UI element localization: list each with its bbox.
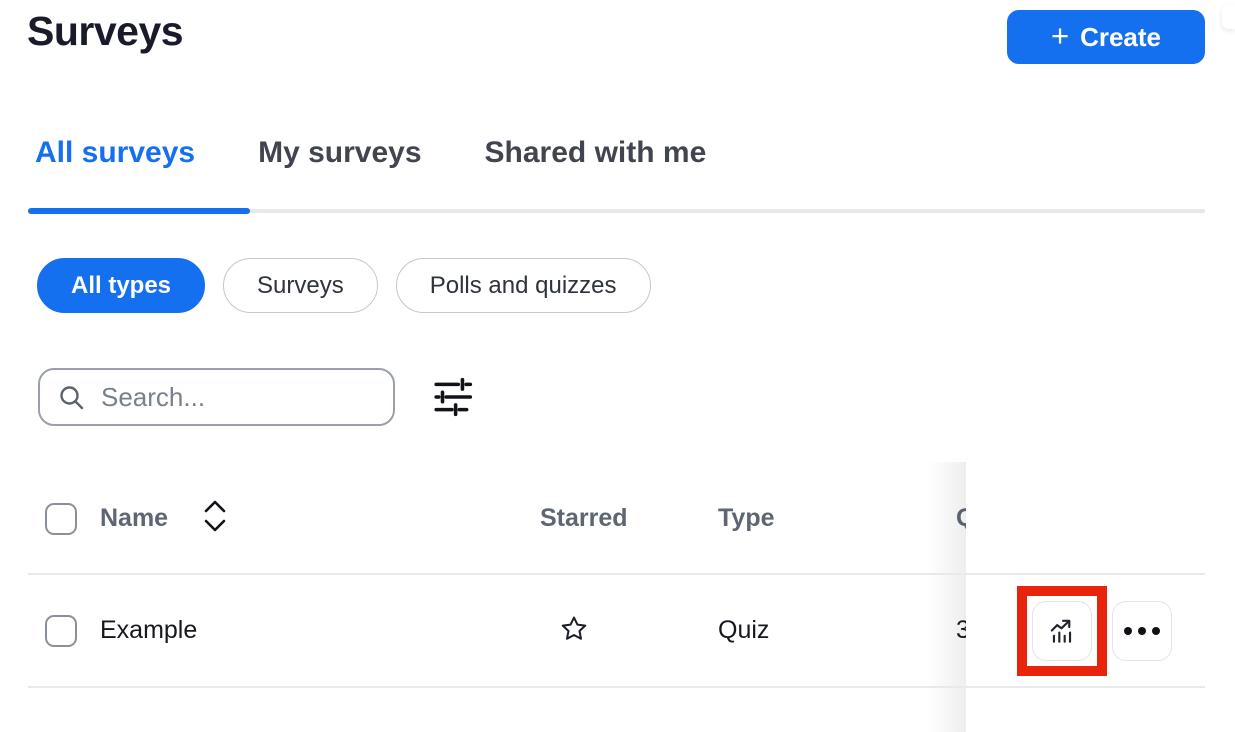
row-divider — [28, 686, 1205, 688]
star-icon — [561, 616, 587, 640]
chevron-down-icon — [204, 519, 226, 532]
column-header-name: Name — [100, 504, 169, 532]
column-header-clipped: Q — [956, 504, 967, 533]
filter-surveys[interactable]: Surveys — [223, 258, 378, 313]
row-type-value: Quiz — [718, 616, 770, 644]
ellipsis-icon — [1124, 627, 1132, 635]
page-title: Surveys — [27, 8, 184, 54]
row-name-link[interactable]: Example — [100, 616, 198, 644]
column-header-starred: Starred — [540, 504, 628, 532]
type-filter-group: All types Surveys Polls and quizzes — [37, 258, 651, 313]
sliders-icon — [434, 377, 473, 417]
row-checkbox[interactable] — [45, 615, 77, 647]
plus-icon: + — [1050, 18, 1070, 53]
chart-trend-icon — [1050, 619, 1072, 643]
column-header-type: Type — [718, 504, 775, 532]
search-icon — [60, 385, 84, 409]
create-button[interactable]: + Create — [1007, 10, 1205, 64]
sticky-actions-column — [966, 462, 1235, 732]
filter-all-types[interactable]: All types — [37, 258, 206, 313]
tab-all-surveys[interactable]: All surveys — [35, 136, 196, 169]
filter-settings-button[interactable] — [428, 372, 478, 422]
star-toggle-button[interactable] — [558, 614, 590, 646]
view-results-button[interactable] — [1032, 601, 1092, 661]
surveys-tab-bar: All surveys My surveys Shared with me — [28, 136, 1205, 170]
sort-name-control[interactable] — [202, 499, 228, 539]
row-clipped-value: 3 — [956, 616, 967, 645]
search-input[interactable] — [99, 380, 375, 414]
corner-ui-fragment — [1222, 5, 1235, 29]
chevron-up-icon — [204, 500, 226, 513]
create-button-label: Create — [1080, 21, 1162, 52]
tab-shared-with-me[interactable]: Shared with me — [484, 136, 707, 169]
search-box — [38, 368, 395, 426]
tab-my-surveys[interactable]: My surveys — [258, 136, 422, 169]
filter-polls-quizzes[interactable]: Polls and quizzes — [395, 258, 651, 313]
sticky-column-shadow — [928, 462, 966, 732]
more-options-button[interactable] — [1112, 601, 1172, 661]
active-tab-indicator — [28, 208, 250, 214]
tab-underline-track — [28, 208, 1205, 214]
header-divider — [28, 573, 1205, 575]
select-all-checkbox[interactable] — [45, 503, 77, 535]
